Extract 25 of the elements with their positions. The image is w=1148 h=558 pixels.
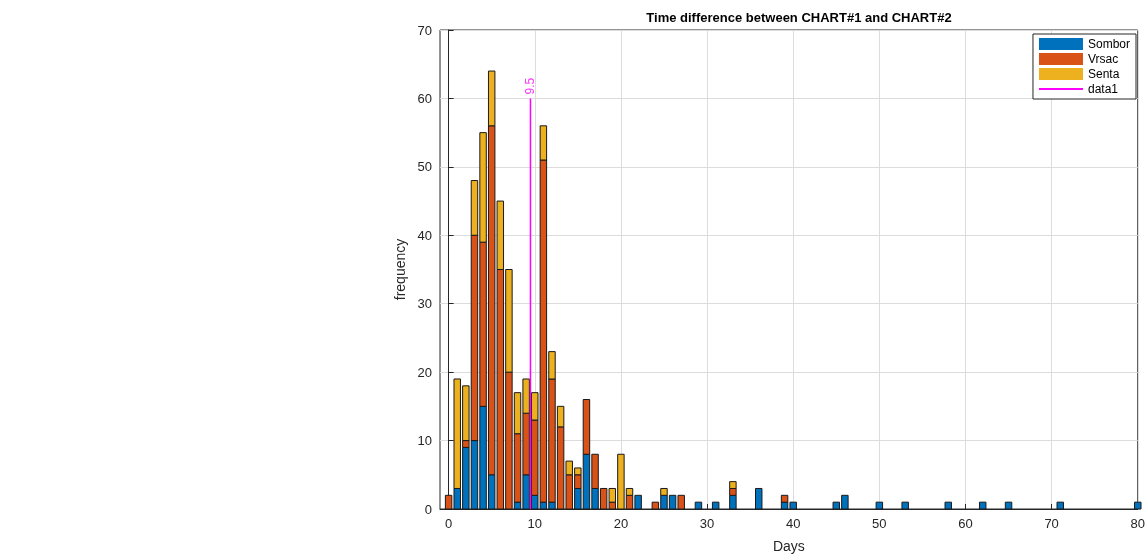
y-tick-label: 70 [417,22,432,38]
x-tick-label: 10 [527,516,542,531]
legend-label: Sombor [1087,37,1131,51]
x-tick-label: 20 [613,516,629,531]
y-tick-label: 60 [417,90,432,106]
y-axis-title: frequency [391,238,408,301]
x-axis-title: Days [772,538,805,554]
x-tick-label: 40 [785,516,801,531]
x-tick-label: 60 [958,516,973,531]
y-tick-label: 40 [417,227,432,243]
annotation: 9.5 [523,77,538,95]
chart-title: Time difference between CHART#1 and CHART#2 [646,10,952,25]
x-tick-label: 30 [699,516,715,531]
y-tick-label: 10 [417,433,432,449]
x-tick-label: 50 [872,516,887,531]
y-tick-label: 50 [417,159,432,175]
y-tick-label: 0 [424,501,432,517]
x-tick-label: 70 [1044,516,1059,531]
legend-label: Senta [1087,67,1120,81]
legend-label: Vrsac [1087,52,1119,66]
y-tick-label: 30 [417,296,432,312]
y-tick-label: 20 [417,364,432,380]
x-tick-label: 0 [445,516,453,531]
x-tick-label: 80 [1130,516,1145,531]
legend-label: data1 [1087,82,1119,96]
